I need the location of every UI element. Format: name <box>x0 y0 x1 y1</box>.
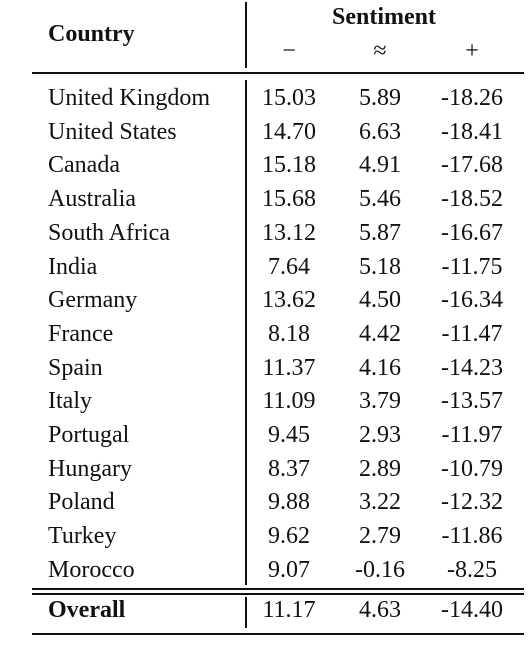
cell-value: 8.37 <box>268 455 310 482</box>
cell-value: 11.17 <box>262 597 316 623</box>
cell-value: -12.32 <box>441 489 503 516</box>
cell-value: 5.87 <box>359 219 401 246</box>
cell-country: Turkey <box>48 523 117 550</box>
rule <box>32 588 524 590</box>
cell-value: 9.88 <box>268 489 310 516</box>
cell-country: Poland <box>48 489 115 516</box>
cell-value: 5.18 <box>359 253 401 280</box>
cell-value: -14.23 <box>441 354 503 381</box>
cell-value: -11.86 <box>441 523 503 550</box>
rule <box>32 72 524 74</box>
cell-country: Germany <box>48 287 138 314</box>
cell-value: 9.45 <box>268 422 310 448</box>
cell-country: United States <box>48 118 177 145</box>
header-col: ≈ <box>373 38 387 64</box>
cell-value: 4.50 <box>359 287 401 314</box>
cell-value: 7.64 <box>268 253 310 280</box>
col-divider <box>245 597 247 628</box>
cell-country: Italy <box>48 388 92 415</box>
rule <box>32 593 524 595</box>
cell-value: 4.91 <box>359 152 401 179</box>
cell-country: Overall <box>48 597 126 623</box>
cell-country: United Kingdom <box>48 85 210 111</box>
cell-value: -11.75 <box>441 253 503 280</box>
header-col: + <box>465 38 479 64</box>
cell-value: -16.34 <box>441 287 503 314</box>
cell-value: 14.70 <box>262 118 316 145</box>
cell-value: 13.62 <box>262 287 316 314</box>
header-col: − <box>282 38 296 64</box>
cell-value: -0.16 <box>355 556 405 583</box>
cell-country: South Africa <box>48 219 170 246</box>
cell-country: Spain <box>48 354 103 381</box>
cell-value: 9.62 <box>268 523 310 550</box>
cell-country: France <box>48 320 114 347</box>
cell-value: -14.40 <box>441 597 503 623</box>
cell-value: 5.46 <box>359 186 401 213</box>
col-divider <box>245 80 247 585</box>
cell-value: 11.37 <box>262 354 316 381</box>
cell-value: 4.16 <box>359 354 401 381</box>
cell-value: -10.79 <box>441 455 503 482</box>
cell-value: -18.26 <box>441 85 503 111</box>
cell-country: Canada <box>48 152 120 179</box>
cell-value: 8.18 <box>268 320 310 347</box>
cell-value: -18.41 <box>441 118 503 145</box>
cell-value: -18.52 <box>441 186 503 213</box>
cell-value: 15.18 <box>262 152 316 179</box>
cell-value: 5.89 <box>359 85 401 111</box>
cell-value: 3.79 <box>359 388 401 415</box>
cell-value: -11.97 <box>441 422 503 448</box>
cell-country: Hungary <box>48 455 132 482</box>
cell-value: 4.63 <box>359 597 401 623</box>
cell-value: -8.25 <box>447 556 497 583</box>
cell-value: 15.03 <box>262 85 316 111</box>
cell-value: 13.12 <box>262 219 316 246</box>
cell-country: Portugal <box>48 422 130 448</box>
cell-value: 2.89 <box>359 455 401 482</box>
cell-value: 6.63 <box>359 118 401 145</box>
cell-country: Morocco <box>48 556 135 583</box>
cell-value: 4.42 <box>359 320 401 347</box>
cell-value: 15.68 <box>262 186 316 213</box>
cell-country: Australia <box>48 186 136 213</box>
cell-country: India <box>48 253 98 280</box>
col-divider <box>245 2 247 68</box>
rule <box>32 633 524 635</box>
cell-value: 3.22 <box>359 489 401 516</box>
cell-value: 11.09 <box>262 388 316 415</box>
cell-value: -11.47 <box>441 320 503 347</box>
header-sentiment: Sentiment <box>332 4 436 30</box>
cell-value: 9.07 <box>268 556 310 583</box>
cell-value: 2.93 <box>359 422 401 448</box>
cell-value: -17.68 <box>441 152 503 179</box>
cell-value: 2.79 <box>359 523 401 550</box>
cell-value: -13.57 <box>441 388 503 415</box>
cell-value: -16.67 <box>441 219 503 246</box>
header-country: Country <box>48 21 135 47</box>
